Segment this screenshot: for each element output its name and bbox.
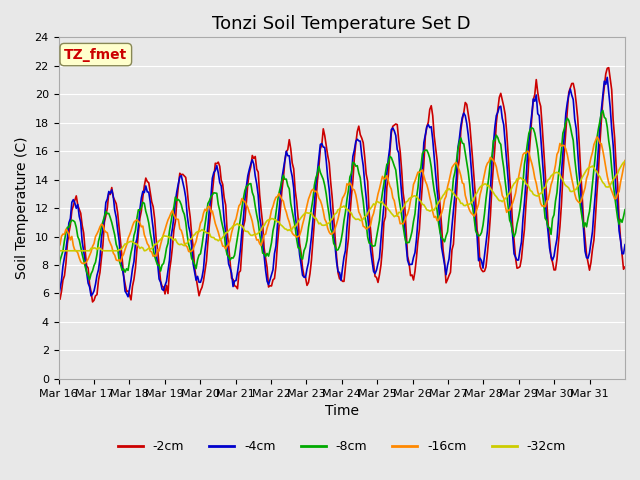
-16cm <box>348 182 355 188</box>
-16cm <box>544 197 552 203</box>
-8cm <box>54 269 62 275</box>
-2cm <box>74 202 81 208</box>
-16cm <box>54 245 62 251</box>
Line: -4cm: -4cm <box>58 77 625 297</box>
-16cm <box>80 261 88 266</box>
-16cm <box>460 181 468 187</box>
Line: -16cm: -16cm <box>58 137 625 264</box>
-2cm <box>348 193 355 199</box>
-32cm <box>346 209 354 215</box>
-8cm <box>348 170 355 176</box>
-8cm <box>599 108 607 113</box>
-2cm <box>621 264 629 270</box>
-4cm <box>620 251 627 257</box>
-2cm <box>544 221 552 227</box>
Line: -32cm: -32cm <box>58 162 625 251</box>
Y-axis label: Soil Temperature (C): Soil Temperature (C) <box>15 137 29 279</box>
-8cm <box>460 141 468 146</box>
X-axis label: Time: Time <box>324 404 359 418</box>
-2cm <box>93 292 101 298</box>
-32cm <box>54 248 62 253</box>
-16cm <box>621 157 629 163</box>
-32cm <box>543 180 550 186</box>
Text: TZ_fmet: TZ_fmet <box>64 48 127 61</box>
-8cm <box>544 224 552 230</box>
Legend: -2cm, -4cm, -8cm, -16cm, -32cm: -2cm, -4cm, -8cm, -16cm, -32cm <box>113 435 571 458</box>
-4cm <box>348 173 355 179</box>
-8cm <box>93 252 101 257</box>
-16cm <box>620 165 627 170</box>
Title: Tonzi Soil Temperature Set D: Tonzi Soil Temperature Set D <box>212 15 471 33</box>
-4cm <box>74 202 81 207</box>
-16cm <box>74 250 81 256</box>
-32cm <box>74 248 81 253</box>
-4cm <box>124 294 132 300</box>
-4cm <box>54 294 62 300</box>
Line: -8cm: -8cm <box>58 110 625 280</box>
Line: -2cm: -2cm <box>58 68 625 302</box>
-2cm <box>620 266 627 272</box>
-8cm <box>86 277 93 283</box>
-4cm <box>621 242 629 248</box>
-16cm <box>93 231 101 237</box>
-32cm <box>458 201 466 206</box>
-4cm <box>92 281 99 287</box>
-32cm <box>617 164 625 170</box>
-2cm <box>605 65 612 71</box>
-8cm <box>620 214 627 219</box>
-4cm <box>544 229 552 235</box>
-8cm <box>74 234 81 240</box>
-32cm <box>621 159 629 165</box>
-2cm <box>460 109 468 115</box>
-2cm <box>54 296 62 302</box>
-8cm <box>621 207 629 213</box>
-32cm <box>92 245 99 251</box>
-4cm <box>460 110 468 116</box>
-4cm <box>604 74 611 80</box>
-16cm <box>593 134 601 140</box>
-2cm <box>89 299 97 305</box>
